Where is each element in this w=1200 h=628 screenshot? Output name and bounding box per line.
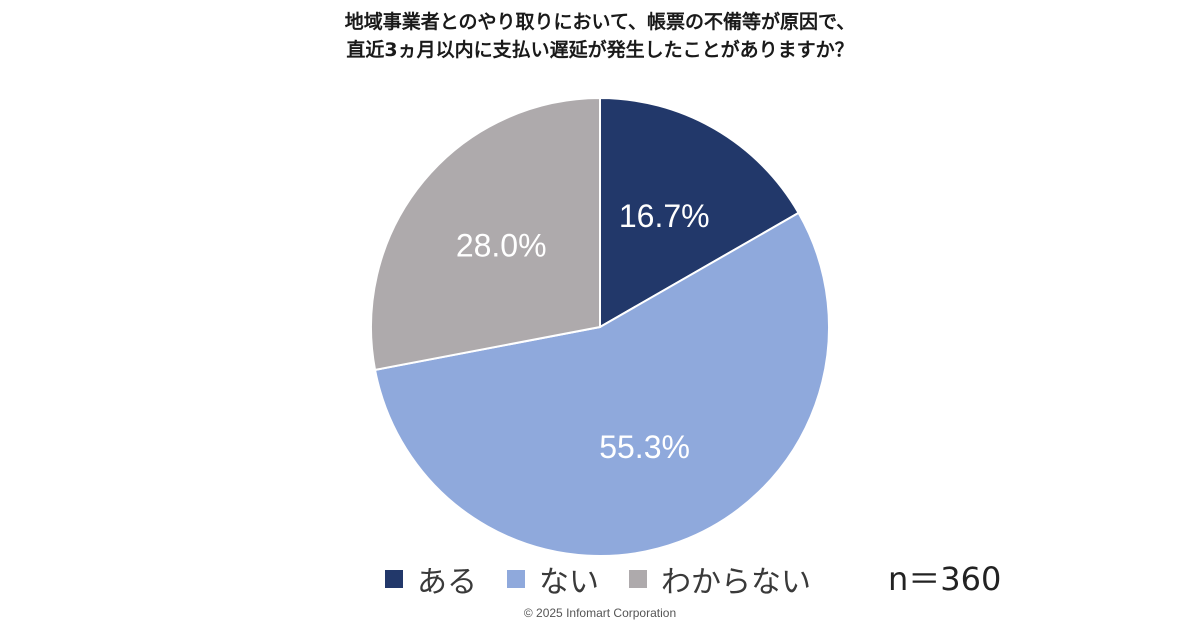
legend-swatch-unknown xyxy=(629,570,647,588)
copyright: © 2025 Infomart Corporation xyxy=(523,606,677,620)
chart-title-line-2: 直近3ヵ月以内に支払い遅延が発生したことがありますか？ xyxy=(346,39,854,61)
slice-unknown xyxy=(370,96,601,372)
legend-item-yes: ある xyxy=(385,557,477,601)
slice-no xyxy=(373,211,830,557)
slice-no-label: 55.3% xyxy=(599,429,690,465)
legend-item-no: ない xyxy=(507,557,599,601)
legend-label-unknown: わからない xyxy=(661,565,811,600)
legend-swatch-yes xyxy=(385,570,403,588)
legend-label-yes: ある xyxy=(417,565,477,600)
slice-unknown-label: 28.0% xyxy=(456,227,547,263)
slice-yes xyxy=(599,96,800,329)
chart-title: 地域事業者とのやり取りにおいて、帳票の不備等が原因で、 直近3ヵ月以内に支払い遅… xyxy=(0,8,1200,64)
chart-title-line-1: 地域事業者とのやり取りにおいて、帳票の不備等が原因で、 xyxy=(344,11,856,33)
slice-yes-label: 16.7% xyxy=(619,198,710,234)
legend: ある ない わからない xyxy=(385,557,841,601)
sample-size-label: n＝360 xyxy=(888,560,1002,598)
legend-item-unknown: わからない xyxy=(629,557,811,601)
legend-label-no: ない xyxy=(539,565,599,600)
legend-swatch-no xyxy=(507,570,525,588)
